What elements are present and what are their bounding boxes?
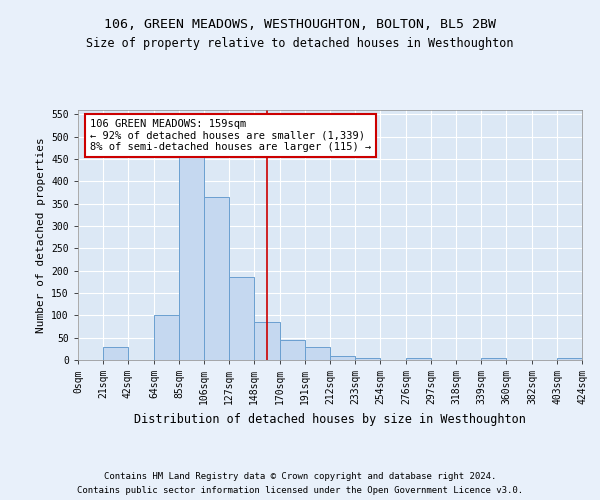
Bar <box>229 278 254 360</box>
X-axis label: Distribution of detached houses by size in Westhoughton: Distribution of detached houses by size … <box>134 412 526 426</box>
Text: Contains HM Land Registry data © Crown copyright and database right 2024.: Contains HM Land Registry data © Crown c… <box>104 472 496 481</box>
Bar <box>204 197 229 360</box>
Bar <box>406 358 431 360</box>
Bar <box>330 356 355 360</box>
Bar <box>179 132 204 360</box>
Bar <box>305 346 330 360</box>
Text: Size of property relative to detached houses in Westhoughton: Size of property relative to detached ho… <box>86 38 514 51</box>
Bar <box>557 358 582 360</box>
Bar <box>103 346 128 360</box>
Bar <box>481 358 506 360</box>
Text: 106 GREEN MEADOWS: 159sqm
← 92% of detached houses are smaller (1,339)
8% of sem: 106 GREEN MEADOWS: 159sqm ← 92% of detac… <box>90 119 371 152</box>
Text: Contains public sector information licensed under the Open Government Licence v3: Contains public sector information licen… <box>77 486 523 495</box>
Text: 106, GREEN MEADOWS, WESTHOUGHTON, BOLTON, BL5 2BW: 106, GREEN MEADOWS, WESTHOUGHTON, BOLTON… <box>104 18 496 30</box>
Bar <box>154 316 179 360</box>
Bar <box>254 322 280 360</box>
Bar <box>280 340 305 360</box>
Y-axis label: Number of detached properties: Number of detached properties <box>36 137 46 333</box>
Bar <box>355 358 380 360</box>
